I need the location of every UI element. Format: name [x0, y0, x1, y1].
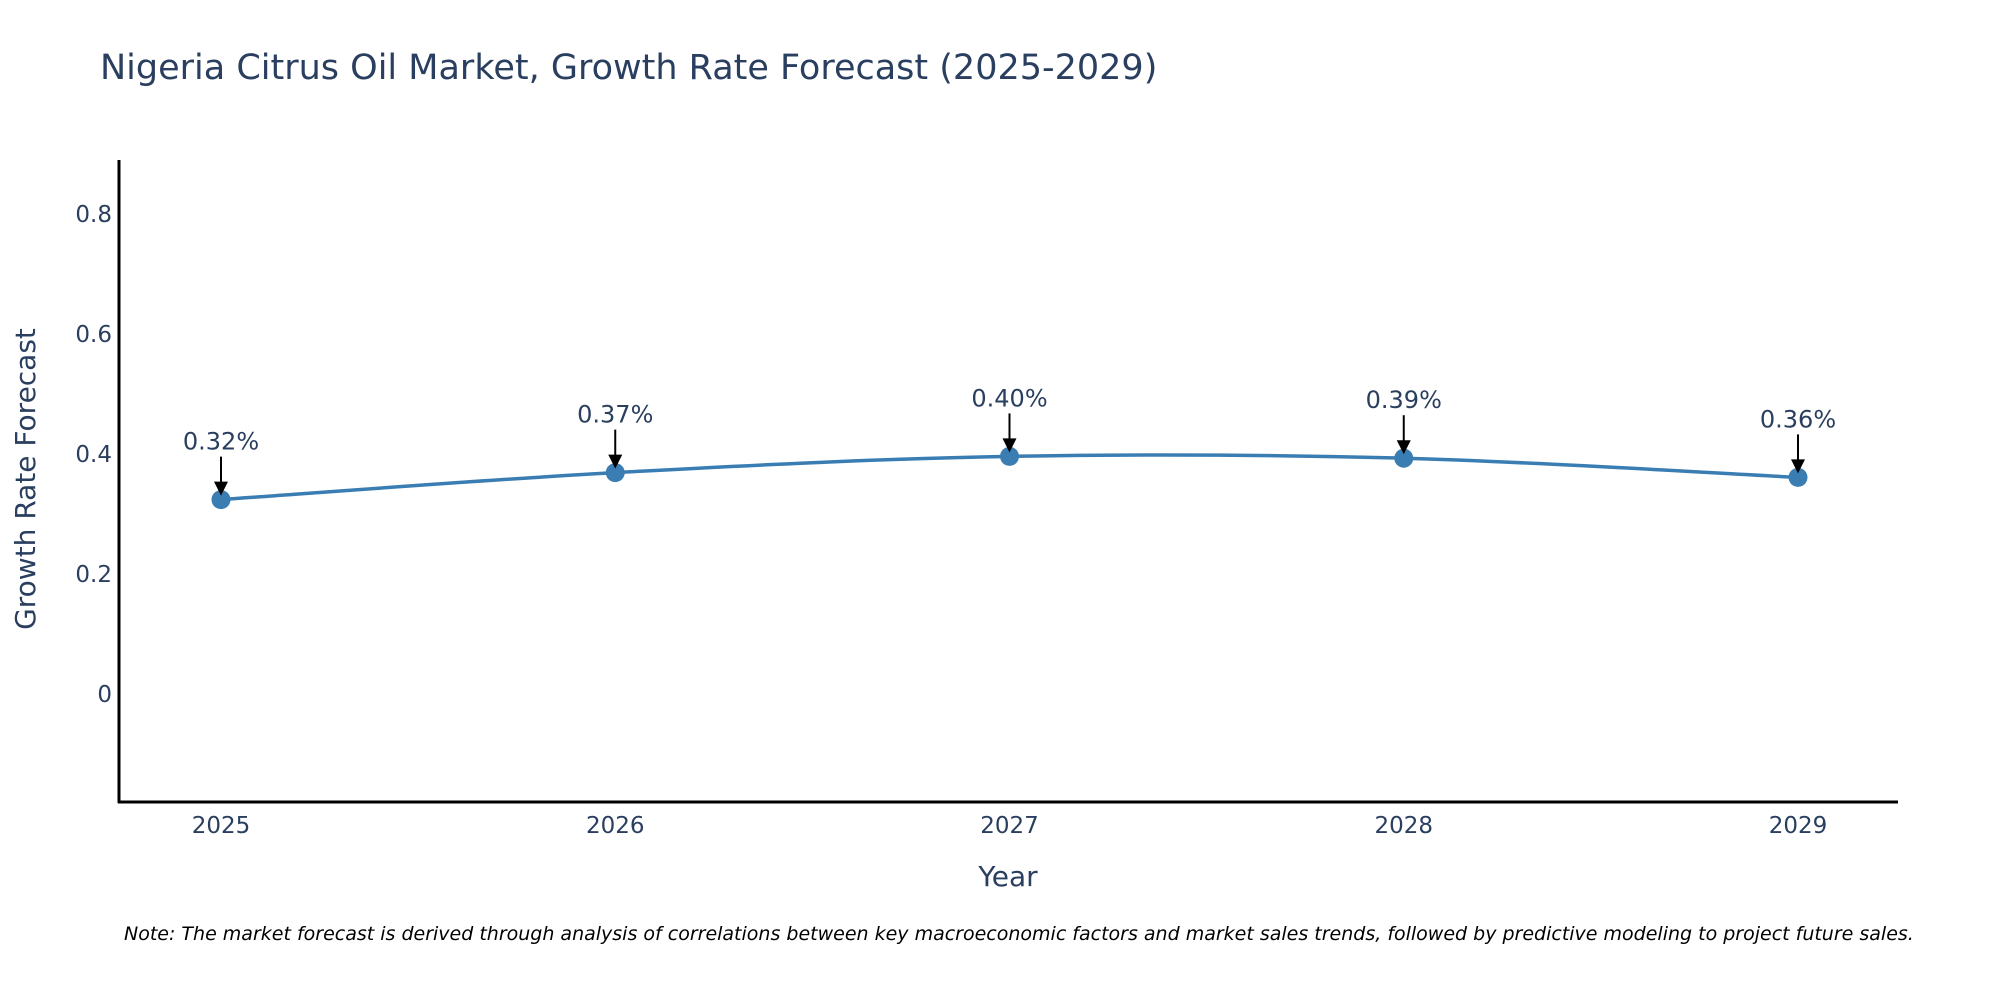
chart-title: Nigeria Citrus Oil Market, Growth Rate F…: [100, 48, 1157, 88]
y-axis-title: Growth Rate Forecast: [9, 328, 42, 630]
data-label: 0.32%: [183, 428, 259, 456]
annotation-arrow-head: [214, 481, 228, 496]
data-label-annotation: 0.36%: [1760, 405, 1836, 474]
y-tick-label: 0.2: [75, 562, 112, 588]
x-tick-label: 2027: [980, 813, 1039, 839]
y-tick-label: 0.6: [75, 322, 112, 348]
data-points: [211, 446, 1808, 510]
data-label-annotation: 0.39%: [1366, 386, 1442, 455]
x-tick-label: 2026: [586, 813, 645, 839]
data-label: 0.39%: [1366, 386, 1442, 414]
data-label: 0.36%: [1760, 405, 1836, 433]
data-point: [211, 490, 231, 510]
y-tick-label: 0.8: [75, 202, 112, 228]
data-label-annotation: 0.32%: [183, 428, 259, 496]
data-label: 0.37%: [577, 401, 653, 429]
data-annotations: 0.32% 0.37% 0.40% 0.39% 0.36%: [183, 384, 1836, 496]
x-tick-label: 2025: [192, 813, 251, 839]
x-axis-title: Year: [977, 860, 1038, 893]
x-tick-label: 2029: [1769, 813, 1828, 839]
annotation-arrow-head: [1002, 438, 1017, 453]
x-axis-ticks: 2025 2026 2027 2028 2029: [192, 813, 1828, 839]
data-label-annotation: 0.40%: [971, 384, 1048, 453]
y-tick-label: 0.4: [75, 442, 112, 468]
annotation-arrow-head: [1791, 459, 1805, 474]
plot-area: 0 0.2 0.4 0.6 0.8 2025 2026 2027 2028 2029 0.32%…: [75, 160, 1898, 839]
annotation-arrow-head: [608, 454, 623, 469]
y-axis-ticks: 0 0.2 0.4 0.6 0.8: [75, 202, 112, 708]
data-point: [605, 463, 625, 483]
data-point: [1394, 448, 1414, 468]
data-point: [1788, 467, 1808, 487]
data-point: [1000, 446, 1019, 466]
annotation-arrow-head: [1396, 440, 1411, 455]
x-tick-label: 2028: [1374, 813, 1433, 839]
data-label: 0.40%: [971, 384, 1047, 412]
footnote: Note: The market forecast is derived thr…: [124, 923, 1914, 945]
y-tick-label: 0: [97, 682, 112, 708]
data-label-annotation: 0.37%: [577, 401, 653, 469]
